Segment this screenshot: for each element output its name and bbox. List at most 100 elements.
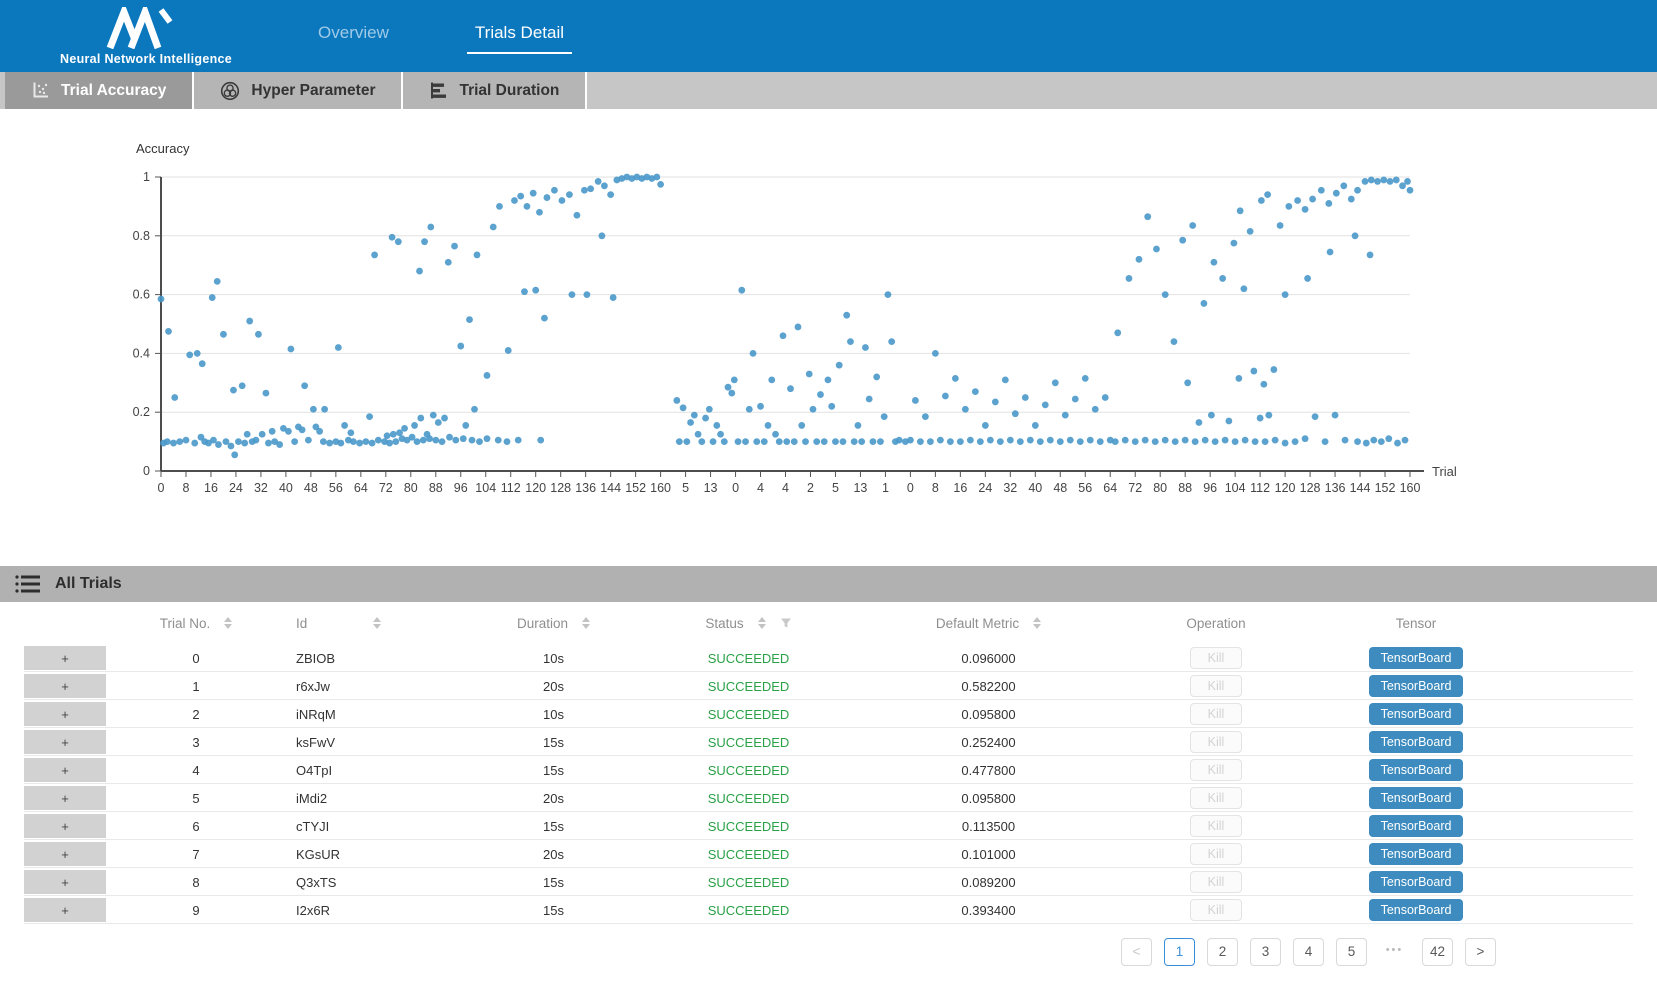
kill-button[interactable]: Kill — [1190, 787, 1243, 809]
scatter-point[interactable] — [321, 406, 328, 413]
scatter-point[interactable] — [972, 388, 979, 395]
scatter-point[interactable] — [1333, 190, 1340, 197]
scatter-point[interactable] — [551, 187, 558, 194]
scatter-point[interactable] — [171, 394, 178, 401]
scatter-point[interactable] — [753, 438, 760, 445]
scatter-point[interactable] — [255, 331, 262, 338]
scatter-point[interactable] — [246, 318, 253, 325]
scatter-point[interactable] — [191, 440, 198, 447]
scatter-point[interactable] — [228, 443, 235, 450]
scatter-point[interactable] — [673, 397, 680, 404]
subtab-trial-duration[interactable]: Trial Duration — [403, 72, 587, 109]
scatter-point[interactable] — [524, 203, 531, 210]
scatter-point[interactable] — [530, 190, 537, 197]
scatter-point[interactable] — [1184, 379, 1191, 386]
scatter-point[interactable] — [457, 343, 464, 350]
scatter-point[interactable] — [1304, 275, 1311, 282]
scatter-point[interactable] — [231, 451, 238, 458]
expand-row-button[interactable]: + — [24, 702, 106, 726]
scatter-point[interactable] — [873, 374, 880, 381]
scatter-point[interactable] — [1162, 437, 1169, 444]
pagination-page-42[interactable]: 42 — [1422, 938, 1453, 966]
scatter-point[interactable] — [1294, 197, 1301, 204]
scatter-point[interactable] — [828, 403, 835, 410]
expand-row-button[interactable]: + — [24, 814, 106, 838]
scatter-point[interactable] — [1318, 187, 1325, 194]
scatter-point[interactable] — [1062, 412, 1069, 419]
scatter-point[interactable] — [1258, 197, 1265, 204]
scatter-point[interactable] — [1052, 379, 1059, 386]
pagination-ellipsis[interactable]: ••• — [1379, 938, 1410, 966]
scatter-point[interactable] — [269, 428, 276, 435]
scatter-point[interactable] — [469, 437, 476, 444]
scatter-point[interactable] — [787, 385, 794, 392]
filter-funnel-icon[interactable] — [780, 617, 792, 629]
scatter-point[interactable] — [746, 406, 753, 413]
scatter-point[interactable] — [1302, 435, 1309, 442]
scatter-point[interactable] — [1367, 252, 1374, 259]
kill-button[interactable]: Kill — [1190, 759, 1243, 781]
scatter-point[interactable] — [1260, 381, 1267, 388]
scatter-point[interactable] — [1404, 178, 1411, 185]
scatter-point[interactable] — [742, 438, 749, 445]
scatter-point[interactable] — [1348, 196, 1355, 203]
scatter-point[interactable] — [896, 437, 903, 444]
column-header-default-metric[interactable]: Default Metric — [851, 616, 1126, 631]
scatter-point[interactable] — [607, 191, 614, 198]
kill-button[interactable]: Kill — [1190, 703, 1243, 725]
scatter-point[interactable] — [305, 437, 312, 444]
scatter-point[interactable] — [987, 437, 994, 444]
scatter-point[interactable] — [301, 382, 308, 389]
kill-button[interactable]: Kill — [1190, 899, 1243, 921]
scatter-point[interactable] — [1114, 329, 1121, 336]
scatter-point[interactable] — [795, 324, 802, 331]
scatter-point[interactable] — [476, 438, 483, 445]
expand-row-button[interactable]: + — [24, 870, 106, 894]
accuracy-scatter-chart[interactable]: 00.20.40.60.8108162432404856647280889610… — [0, 109, 1657, 566]
scatter-point[interactable] — [695, 431, 702, 438]
scatter-point[interactable] — [1225, 418, 1232, 425]
scatter-point[interactable] — [1087, 437, 1094, 444]
pagination-prev-button[interactable]: < — [1121, 938, 1152, 966]
scatter-point[interactable] — [917, 438, 924, 445]
scatter-point[interactable] — [1082, 375, 1089, 382]
scatter-point[interactable] — [825, 376, 832, 383]
scatter-point[interactable] — [1032, 422, 1039, 429]
scatter-point[interactable] — [417, 415, 424, 422]
scatter-point[interactable] — [1378, 438, 1385, 445]
scatter-point[interactable] — [424, 431, 431, 438]
scatter-point[interactable] — [1057, 438, 1064, 445]
scatter-point[interactable] — [186, 351, 193, 358]
scatter-point[interactable] — [870, 438, 877, 445]
scatter-point[interactable] — [421, 238, 428, 245]
scatter-point[interactable] — [1380, 177, 1387, 184]
tensorboard-button[interactable]: TensorBoard — [1369, 871, 1464, 893]
scatter-point[interactable] — [1002, 376, 1009, 383]
scatter-point[interactable] — [1387, 178, 1394, 185]
scatter-point[interactable] — [265, 440, 272, 447]
tensorboard-button[interactable]: TensorBoard — [1369, 843, 1464, 865]
scatter-point[interactable] — [165, 328, 172, 335]
scatter-point[interactable] — [750, 350, 757, 357]
scatter-point[interactable] — [1042, 401, 1049, 408]
scatter-point[interactable] — [1242, 437, 1249, 444]
scatter-point[interactable] — [1012, 410, 1019, 417]
scatter-point[interactable] — [1102, 394, 1109, 401]
pagination-page-5[interactable]: 5 — [1336, 938, 1367, 966]
scatter-point[interactable] — [1182, 437, 1189, 444]
scatter-point[interactable] — [702, 415, 709, 422]
scatter-point[interactable] — [369, 440, 376, 447]
scatter-point[interactable] — [881, 413, 888, 420]
scatter-point[interactable] — [1394, 440, 1401, 447]
scatter-point[interactable] — [183, 437, 190, 444]
subtab-hyper-parameter[interactable]: Hyper Parameter — [194, 72, 403, 109]
scatter-point[interactable] — [907, 437, 914, 444]
pagination-page-3[interactable]: 3 — [1250, 938, 1281, 966]
scatter-point[interactable] — [757, 403, 764, 410]
scatter-point[interactable] — [253, 437, 260, 444]
scatter-point[interactable] — [866, 396, 873, 403]
scatter-point[interactable] — [466, 316, 473, 323]
scatter-point[interactable] — [263, 390, 270, 397]
scatter-point[interactable] — [802, 438, 809, 445]
scatter-point[interactable] — [657, 181, 664, 188]
